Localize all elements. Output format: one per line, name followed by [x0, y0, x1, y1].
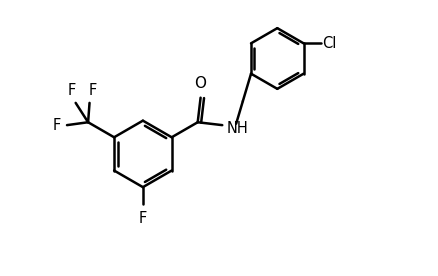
Text: Cl: Cl — [321, 36, 336, 51]
Text: F: F — [68, 83, 76, 98]
Text: F: F — [53, 118, 61, 133]
Text: F: F — [88, 83, 96, 98]
Text: F: F — [138, 211, 147, 226]
Text: O: O — [194, 76, 206, 91]
Text: NH: NH — [226, 121, 248, 136]
